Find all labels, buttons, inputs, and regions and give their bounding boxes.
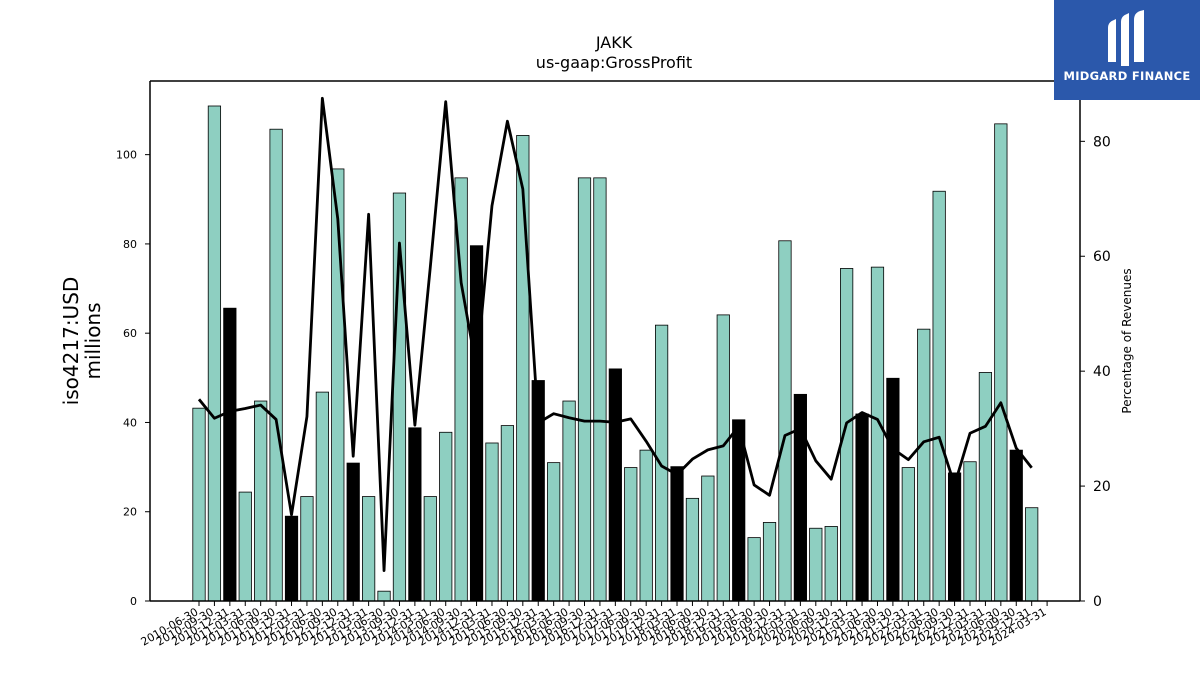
bar — [1025, 507, 1039, 602]
bar — [223, 307, 237, 602]
bar — [423, 496, 437, 602]
bar — [747, 537, 761, 602]
brand-logo: MIDGARD FINANCE — [1054, 0, 1200, 100]
bar — [886, 377, 900, 602]
bar — [793, 393, 807, 602]
bar — [624, 467, 638, 602]
bar — [978, 372, 993, 602]
bar — [655, 324, 669, 602]
bar — [269, 128, 283, 602]
left-tick-label: 0 — [130, 595, 137, 608]
bar — [562, 400, 576, 602]
bar — [593, 177, 607, 602]
bar — [284, 515, 299, 602]
chart-subtitle: us-gaap:GrossProfit — [536, 53, 692, 72]
bar — [963, 461, 977, 602]
bar — [994, 123, 1008, 602]
bar — [778, 240, 792, 602]
right-y-ticks: 0 20 40 60 80 — [1080, 134, 1111, 610]
left-tick-label: 100 — [116, 149, 137, 162]
bar — [701, 475, 715, 602]
bar — [315, 391, 329, 602]
bar — [469, 245, 484, 602]
bar — [670, 466, 684, 602]
chart-title: JAKK — [595, 33, 633, 52]
y-axis-label: iso4217:USDmillions — [59, 277, 105, 406]
bar — [932, 190, 946, 602]
y-axis-label-line: millions — [81, 302, 105, 379]
bar — [577, 177, 592, 602]
bar — [408, 427, 422, 602]
bar — [362, 496, 376, 602]
left-tick-label: 40 — [123, 416, 137, 429]
bar — [254, 400, 268, 602]
right-tick-label: 60 — [1093, 249, 1111, 265]
left-y-ticks: 0 20 40 60 80 100 — [116, 149, 150, 608]
bar — [1009, 449, 1023, 602]
bar — [947, 472, 962, 602]
bar — [762, 522, 777, 602]
midgard-logo-icon — [1108, 10, 1144, 66]
bar — [639, 449, 653, 602]
bar — [855, 413, 869, 602]
bar — [207, 105, 222, 602]
percentage-series-line — [197, 96, 1033, 572]
bar — [901, 467, 915, 602]
bar — [608, 368, 622, 602]
brand-name: MIDGARD FINANCE — [1063, 69, 1191, 83]
y-axis-label-line: iso4217:USD — [59, 277, 83, 406]
bar — [809, 527, 823, 602]
left-tick-label: 80 — [123, 238, 137, 251]
percentage-line — [197, 96, 1033, 572]
x-ticks: 2010-06-302010-09-302010-12-312011-03-31… — [139, 601, 1049, 649]
bar — [685, 497, 700, 602]
right-tick-label: 80 — [1093, 134, 1111, 150]
bar — [439, 431, 453, 602]
bars — [192, 105, 1039, 602]
bar — [824, 526, 838, 602]
bar — [238, 491, 252, 602]
left-tick-label: 60 — [123, 327, 137, 340]
right-tick-label: 0 — [1093, 594, 1102, 610]
bar — [547, 462, 561, 602]
bar — [917, 328, 931, 602]
bar — [485, 442, 499, 602]
bar — [716, 314, 730, 602]
left-tick-label: 20 — [123, 506, 137, 519]
right-tick-label: 20 — [1093, 479, 1111, 495]
bar — [192, 407, 206, 602]
bar — [346, 462, 360, 602]
y-axis-label-right: Percentage of Revenues — [1120, 268, 1134, 413]
bar — [300, 496, 314, 602]
bar — [870, 266, 885, 602]
bar — [500, 425, 515, 602]
right-tick-label: 40 — [1093, 364, 1111, 380]
bar — [377, 590, 391, 602]
